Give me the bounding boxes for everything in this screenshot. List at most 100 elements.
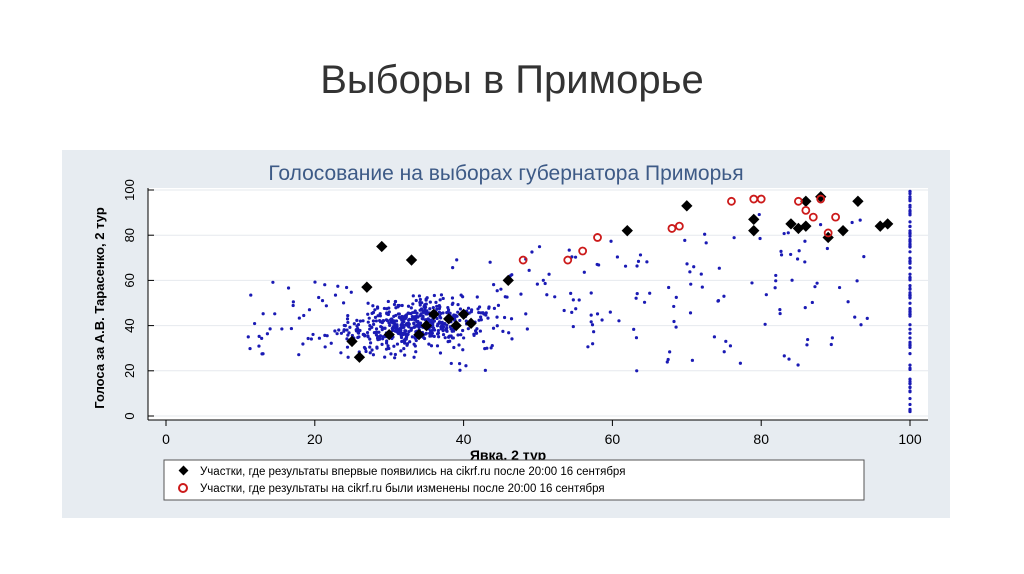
data-point bbox=[859, 323, 863, 327]
data-point bbox=[366, 301, 370, 305]
data-point-first bbox=[748, 213, 760, 226]
data-point bbox=[853, 315, 857, 319]
data-point bbox=[313, 280, 317, 284]
data-point-first bbox=[785, 218, 797, 230]
data-point bbox=[451, 266, 455, 270]
data-point bbox=[456, 310, 460, 314]
data-point bbox=[383, 355, 387, 359]
data-point bbox=[435, 344, 440, 348]
data-point bbox=[562, 308, 566, 313]
data-point bbox=[758, 236, 762, 241]
data-point bbox=[404, 334, 409, 338]
data-point bbox=[525, 327, 529, 331]
data-point bbox=[441, 332, 446, 337]
data-point bbox=[302, 313, 306, 318]
y-tick-label: 20 bbox=[122, 364, 137, 378]
data-point bbox=[412, 321, 416, 325]
data-point bbox=[382, 306, 386, 311]
data-point-first bbox=[457, 308, 470, 320]
data-point bbox=[642, 300, 647, 304]
data-point bbox=[535, 282, 539, 286]
y-tick-label: 80 bbox=[122, 228, 137, 242]
data-point bbox=[337, 328, 341, 332]
data-point bbox=[571, 298, 575, 302]
data-point bbox=[396, 331, 401, 336]
data-point bbox=[503, 295, 507, 299]
data-point bbox=[307, 308, 312, 312]
data-point-first bbox=[353, 351, 366, 363]
data-point bbox=[908, 189, 912, 193]
data-point bbox=[541, 278, 545, 282]
data-point bbox=[908, 313, 912, 317]
data-point-first bbox=[346, 335, 358, 348]
data-point bbox=[435, 332, 440, 336]
data-point bbox=[345, 317, 350, 321]
data-point-first bbox=[420, 319, 433, 332]
y-tick-label: 0 bbox=[122, 412, 137, 419]
data-point bbox=[478, 329, 482, 333]
data-point bbox=[421, 315, 425, 319]
data-point bbox=[435, 307, 439, 311]
data-point bbox=[439, 327, 443, 331]
data-point bbox=[339, 351, 343, 355]
data-point bbox=[357, 335, 361, 339]
data-point bbox=[392, 302, 397, 307]
data-point bbox=[592, 330, 596, 334]
data-point bbox=[477, 318, 481, 322]
data-point bbox=[393, 299, 398, 304]
data-point bbox=[323, 345, 327, 349]
data-point bbox=[410, 311, 415, 315]
data-point bbox=[908, 256, 912, 261]
data-point bbox=[665, 360, 669, 364]
legend-box bbox=[163, 459, 865, 501]
data-point bbox=[600, 318, 604, 322]
data-point bbox=[689, 282, 693, 286]
data-point bbox=[384, 341, 389, 345]
data-point bbox=[342, 323, 346, 328]
data-point bbox=[908, 327, 912, 331]
x-tick-label: 20 bbox=[307, 431, 323, 447]
data-point bbox=[438, 298, 442, 302]
data-point bbox=[462, 336, 466, 340]
data-point bbox=[457, 343, 461, 347]
x-tick-label: 40 bbox=[456, 431, 472, 447]
data-point bbox=[595, 312, 600, 316]
data-point bbox=[472, 333, 476, 338]
data-point bbox=[448, 339, 452, 343]
data-point bbox=[261, 312, 265, 316]
data-point bbox=[750, 281, 754, 285]
data-point bbox=[371, 319, 376, 323]
data-point bbox=[450, 302, 454, 307]
data-point bbox=[908, 232, 912, 236]
data-point bbox=[674, 295, 678, 299]
data-point bbox=[248, 346, 252, 351]
data-point bbox=[374, 330, 378, 334]
data-point bbox=[666, 357, 670, 362]
data-point bbox=[352, 322, 356, 326]
data-point bbox=[778, 311, 782, 316]
data-point bbox=[672, 304, 676, 309]
data-point bbox=[407, 318, 411, 322]
data-point bbox=[519, 292, 523, 296]
data-point bbox=[452, 345, 456, 350]
data-point bbox=[787, 357, 791, 361]
data-point bbox=[461, 295, 465, 299]
data-point bbox=[425, 296, 429, 300]
data-point bbox=[810, 300, 814, 305]
data-point-changed bbox=[794, 196, 803, 206]
data-point bbox=[249, 293, 253, 297]
data-point bbox=[488, 260, 492, 264]
data-point bbox=[773, 286, 777, 290]
data-point bbox=[289, 326, 294, 331]
data-point bbox=[400, 303, 404, 308]
data-point bbox=[712, 335, 717, 339]
data-point bbox=[367, 316, 371, 320]
data-point bbox=[688, 270, 692, 274]
data-point bbox=[908, 301, 912, 305]
data-point bbox=[638, 253, 643, 257]
data-point bbox=[458, 362, 462, 366]
data-point bbox=[699, 272, 703, 276]
data-point bbox=[317, 295, 321, 300]
data-point bbox=[347, 331, 351, 335]
data-point bbox=[447, 335, 451, 339]
